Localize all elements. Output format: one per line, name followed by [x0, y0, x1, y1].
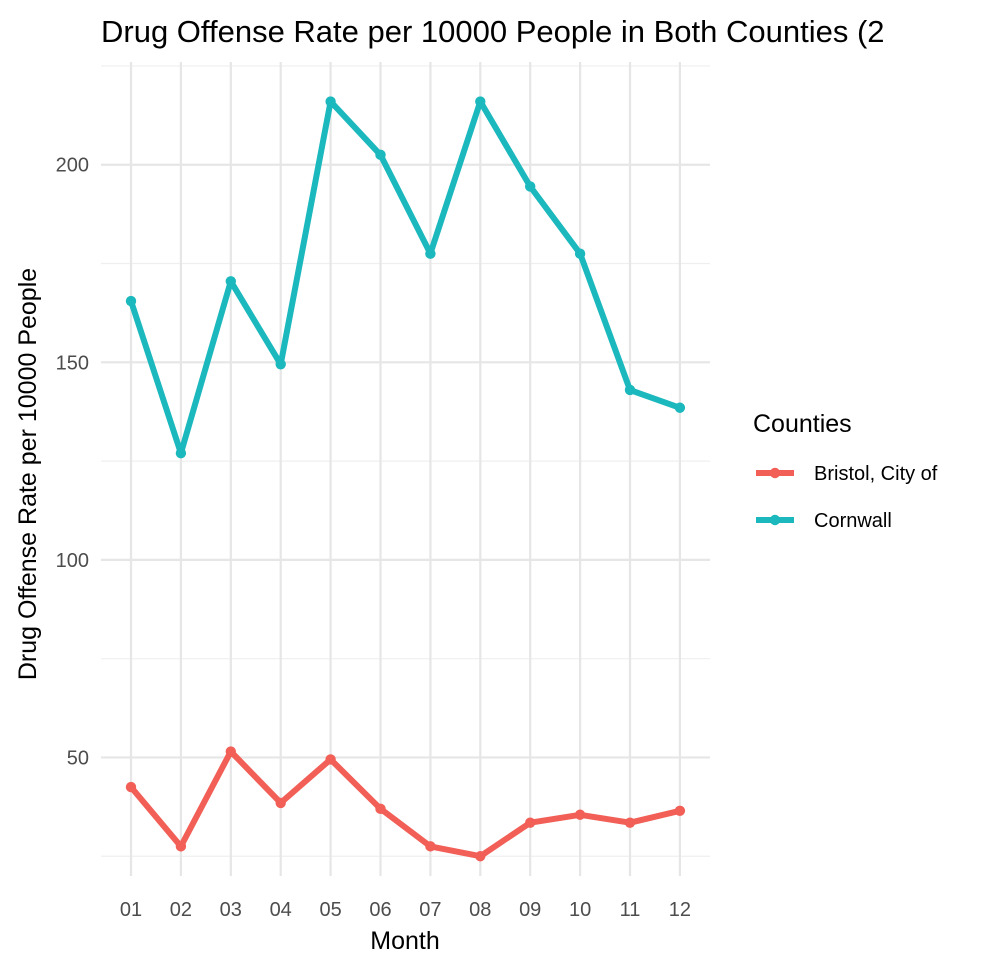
- data-point-cornwall: [475, 96, 486, 107]
- x-tick-label: 11: [620, 899, 641, 921]
- series-bristol-city-of: [125, 746, 686, 862]
- data-point-cornwall: [175, 447, 187, 459]
- x-tick-label: 08: [469, 899, 491, 921]
- data-point-cornwall: [425, 248, 436, 259]
- data-point-cornwall: [225, 276, 236, 287]
- data-point-bristol-city-of: [525, 817, 536, 828]
- x-tick-label: 10: [569, 899, 591, 921]
- legend-item-bristol-city-of: Bristol, City of: [756, 463, 938, 485]
- data-point-cornwall: [525, 181, 536, 192]
- x-tick-label: 12: [669, 899, 691, 921]
- x-tick-label: 09: [519, 899, 541, 921]
- x-tick-label: 05: [319, 899, 341, 921]
- x-tick-label: 01: [120, 899, 142, 921]
- data-point-cornwall: [125, 295, 137, 307]
- legend-key-point: [769, 467, 781, 479]
- legend-label: Bristol, City of: [814, 463, 938, 485]
- legend-title: Counties: [753, 410, 852, 438]
- series-cornwall: [125, 96, 686, 459]
- x-axis-title: Month: [370, 927, 439, 955]
- x-tick-label: 06: [369, 899, 391, 921]
- legend-label: Cornwall: [814, 510, 892, 532]
- axes: 50 100 150 200 01 02 03 04 05 06 07 08 09 10 11 12: [56, 155, 691, 921]
- y-tick-label: 50: [67, 747, 89, 769]
- data-point-cornwall: [275, 359, 286, 370]
- data-point-bristol-city-of: [624, 817, 636, 828]
- data-point-cornwall: [325, 96, 336, 107]
- legend-key-point: [769, 514, 781, 526]
- data-point-bristol-city-of: [475, 851, 486, 862]
- data-point-cornwall: [624, 384, 636, 396]
- data-point-bristol-city-of: [574, 809, 586, 820]
- grid: [101, 62, 710, 876]
- series-line-bristol-city-of: [128, 748, 681, 860]
- y-tick-label: 100: [56, 550, 89, 572]
- data-point-bristol-city-of: [275, 797, 286, 809]
- chart-title: Drug Offense Rate per 10000 People in Bo…: [101, 14, 885, 49]
- data-point-bristol-city-of: [225, 746, 236, 757]
- series-layer: [125, 96, 686, 862]
- legend: Bristol, City of Cornwall: [756, 463, 938, 532]
- legend-item-cornwall: Cornwall: [756, 510, 892, 532]
- y-tick-label: 200: [56, 155, 89, 177]
- data-point-bristol-city-of: [674, 805, 686, 817]
- x-tick-label: 07: [419, 899, 441, 921]
- y-tick-label: 150: [56, 352, 89, 374]
- x-tick-label: 04: [270, 899, 292, 921]
- x-tick-label: 03: [220, 899, 242, 921]
- data-point-cornwall: [674, 402, 686, 413]
- series-line-cornwall: [128, 98, 681, 457]
- data-point-cornwall: [574, 248, 586, 259]
- data-point-bristol-city-of: [375, 803, 386, 815]
- data-point-bristol-city-of: [425, 841, 436, 852]
- data-point-bristol-city-of: [325, 754, 336, 765]
- data-point-cornwall: [375, 149, 386, 161]
- y-axis-title: Drug Offense Rate per 10000 People: [14, 268, 42, 680]
- data-point-bristol-city-of: [125, 781, 137, 793]
- x-tick-label: 02: [170, 899, 192, 921]
- data-point-bristol-city-of: [175, 841, 187, 852]
